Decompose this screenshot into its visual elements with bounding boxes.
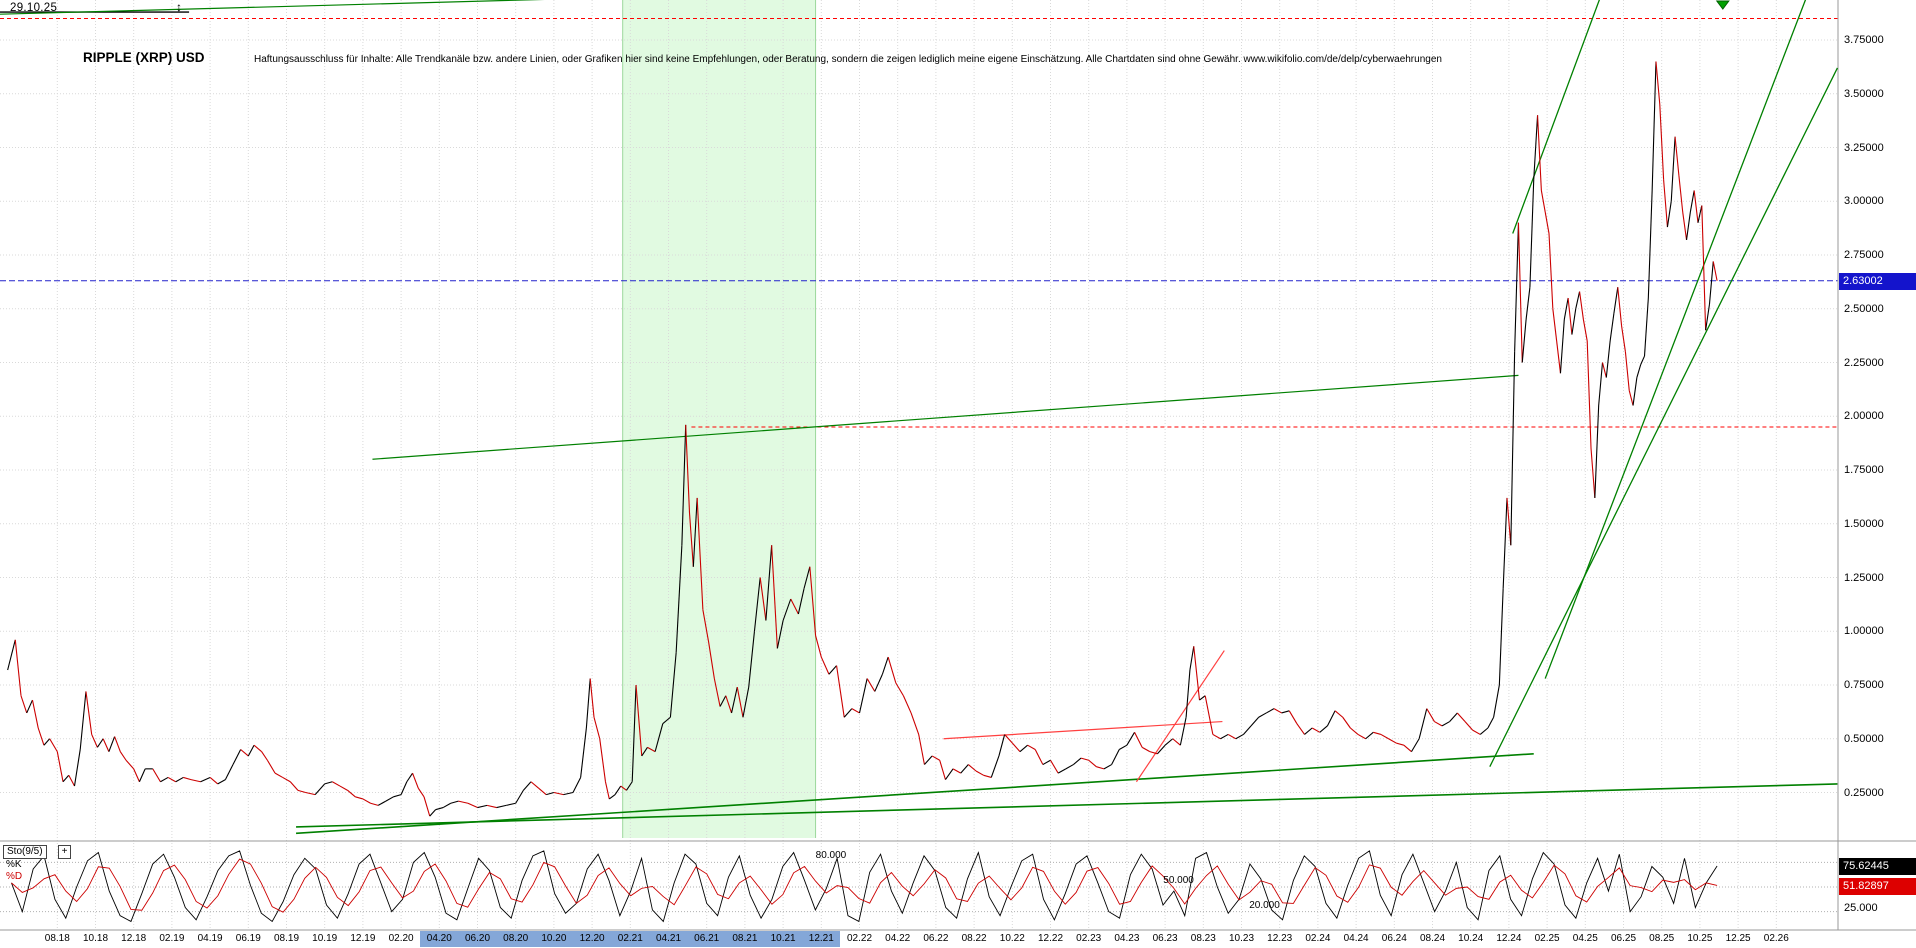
price-axis-tick: 3.50000	[1844, 87, 1884, 100]
date-axis-label: 10.23	[1228, 933, 1255, 944]
date-axis-label: 12.23	[1267, 933, 1293, 944]
indicator-add-icon[interactable]: +	[58, 845, 71, 859]
stochastic-grid-label: 50.000	[1163, 875, 1194, 886]
price-axis-tick: 2.25000	[1844, 356, 1884, 369]
date-axis-label: 04.21	[655, 933, 682, 944]
date-axis-label: 08.24	[1419, 933, 1446, 944]
date-axis-label: 12.24	[1496, 933, 1522, 944]
date-axis-label: 08.25	[1649, 933, 1675, 944]
price-axis-tick: 1.50000	[1844, 517, 1884, 530]
date-axis-label: 04.20	[426, 933, 452, 944]
date-axis-label: 12.20	[579, 933, 605, 944]
price-axis-tick: 1.25000	[1844, 571, 1884, 584]
price-axis-tick: 1.00000	[1844, 625, 1884, 638]
date-axis-label: 08.23	[1190, 933, 1216, 944]
date-axis-label: 12.19	[350, 933, 376, 944]
date-axis-label: 04.23	[1114, 933, 1140, 944]
price-axis-tick: 0.50000	[1844, 732, 1884, 745]
date-axis-label: 06.23	[1152, 933, 1178, 944]
price-axis-tick: 3.00000	[1844, 195, 1884, 208]
date-axis-label: 08.21	[732, 933, 758, 944]
date-axis-label: 12.25	[1725, 933, 1751, 944]
disclaimer-text: Haftungsausschluss für Inhalte: Alle Tre…	[254, 54, 1442, 65]
date-axis-label: 08.20	[503, 933, 529, 944]
stochastic-grid-label: 20.000	[1249, 899, 1280, 911]
stoch-axis-label-25: 25.000	[1844, 901, 1878, 914]
date-axis-label: 04.24	[1343, 933, 1369, 944]
date-axis-label: 06.19	[235, 933, 261, 944]
date-axis-label: 06.22	[923, 933, 949, 944]
date-axis-label: 08.19	[273, 933, 300, 944]
date-axis-label: 06.21	[694, 933, 720, 944]
date-axis-label: 06.25	[1610, 933, 1637, 944]
date-axis-label: 04.19	[197, 933, 223, 944]
gridlines	[0, 0, 1838, 930]
horizontal-levels	[0, 18, 1838, 428]
date-axis-label: 02.23	[1076, 933, 1102, 944]
date-axis-label: 06.20	[464, 933, 491, 944]
stochastic-k-line	[11, 850, 1718, 923]
date-axis-label: 10.21	[770, 933, 796, 944]
date-axis-label: 12.22	[1037, 933, 1064, 944]
price-axis-tick: 2.00000	[1844, 410, 1884, 423]
date-axis-label: 02.21	[617, 933, 643, 944]
price-axis-tick: 1.75000	[1844, 464, 1884, 476]
highlight-band	[622, 0, 816, 838]
date-axis-label: 04.22	[885, 933, 911, 944]
stoch-d-value-badge: 51.82897	[1839, 877, 1916, 895]
price-axis-tick: 0.75000	[1844, 679, 1884, 691]
date-axis-label: 02.22	[846, 933, 873, 944]
date-axis-label: 12.21	[808, 933, 834, 944]
stochastic-grid-label: 80.000	[815, 850, 847, 862]
date-axis-label: 08.22	[961, 933, 987, 944]
date-axis-label: 06.24	[1381, 933, 1407, 944]
date-range-highlight	[420, 931, 841, 947]
price-axis-tick: 2.75000	[1844, 249, 1884, 261]
date-axis-label: 02.26	[1763, 933, 1789, 944]
stoch-k-value-badge: 75.62445	[1839, 857, 1916, 875]
date-axis-label: 08.18	[44, 933, 70, 944]
date-axis-label: 10.25	[1687, 933, 1713, 944]
price-line-series	[7, 61, 1718, 817]
price-axis-tick: 0.25000	[1844, 786, 1884, 799]
date-axis-label: 04.25	[1572, 933, 1598, 944]
date-axis-label: 10.22	[999, 933, 1025, 944]
indicator-label[interactable]: Sto(9/5)	[3, 845, 47, 859]
current-price-badge: 2.63002	[1839, 272, 1916, 290]
date-axis-label: 10.19	[312, 933, 338, 944]
date-axis-label: 02.25	[1534, 933, 1560, 944]
date-axis-label: 02.20	[388, 933, 414, 944]
stoch-d-label: %D	[6, 871, 23, 882]
date-axis-label: 10.20	[541, 933, 567, 944]
price-axis-tick: 3.75000	[1844, 34, 1884, 46]
stoch-k-label: %K	[6, 859, 22, 870]
date-axis-label: 02.19	[159, 933, 185, 944]
current-date-label: 29.10.25	[10, 2, 58, 14]
stochastic-d-line	[11, 858, 1718, 913]
trendlines[interactable]	[0, 0, 1839, 835]
date-axis-label: 10.24	[1458, 933, 1484, 944]
price-axis-tick: 3.25000	[1844, 141, 1884, 154]
date-axis-label: 10.18	[82, 933, 109, 944]
updown-arrows-icon[interactable]: ↕	[176, 0, 182, 14]
price-axis-tick: 2.50000	[1844, 302, 1884, 315]
top-marker-icon[interactable]	[1715, 0, 1730, 10]
date-axis-label: 02.24	[1305, 933, 1331, 944]
chart-title: RIPPLE (XRP) USD	[83, 50, 205, 65]
date-axis-label: 12.18	[121, 933, 147, 944]
